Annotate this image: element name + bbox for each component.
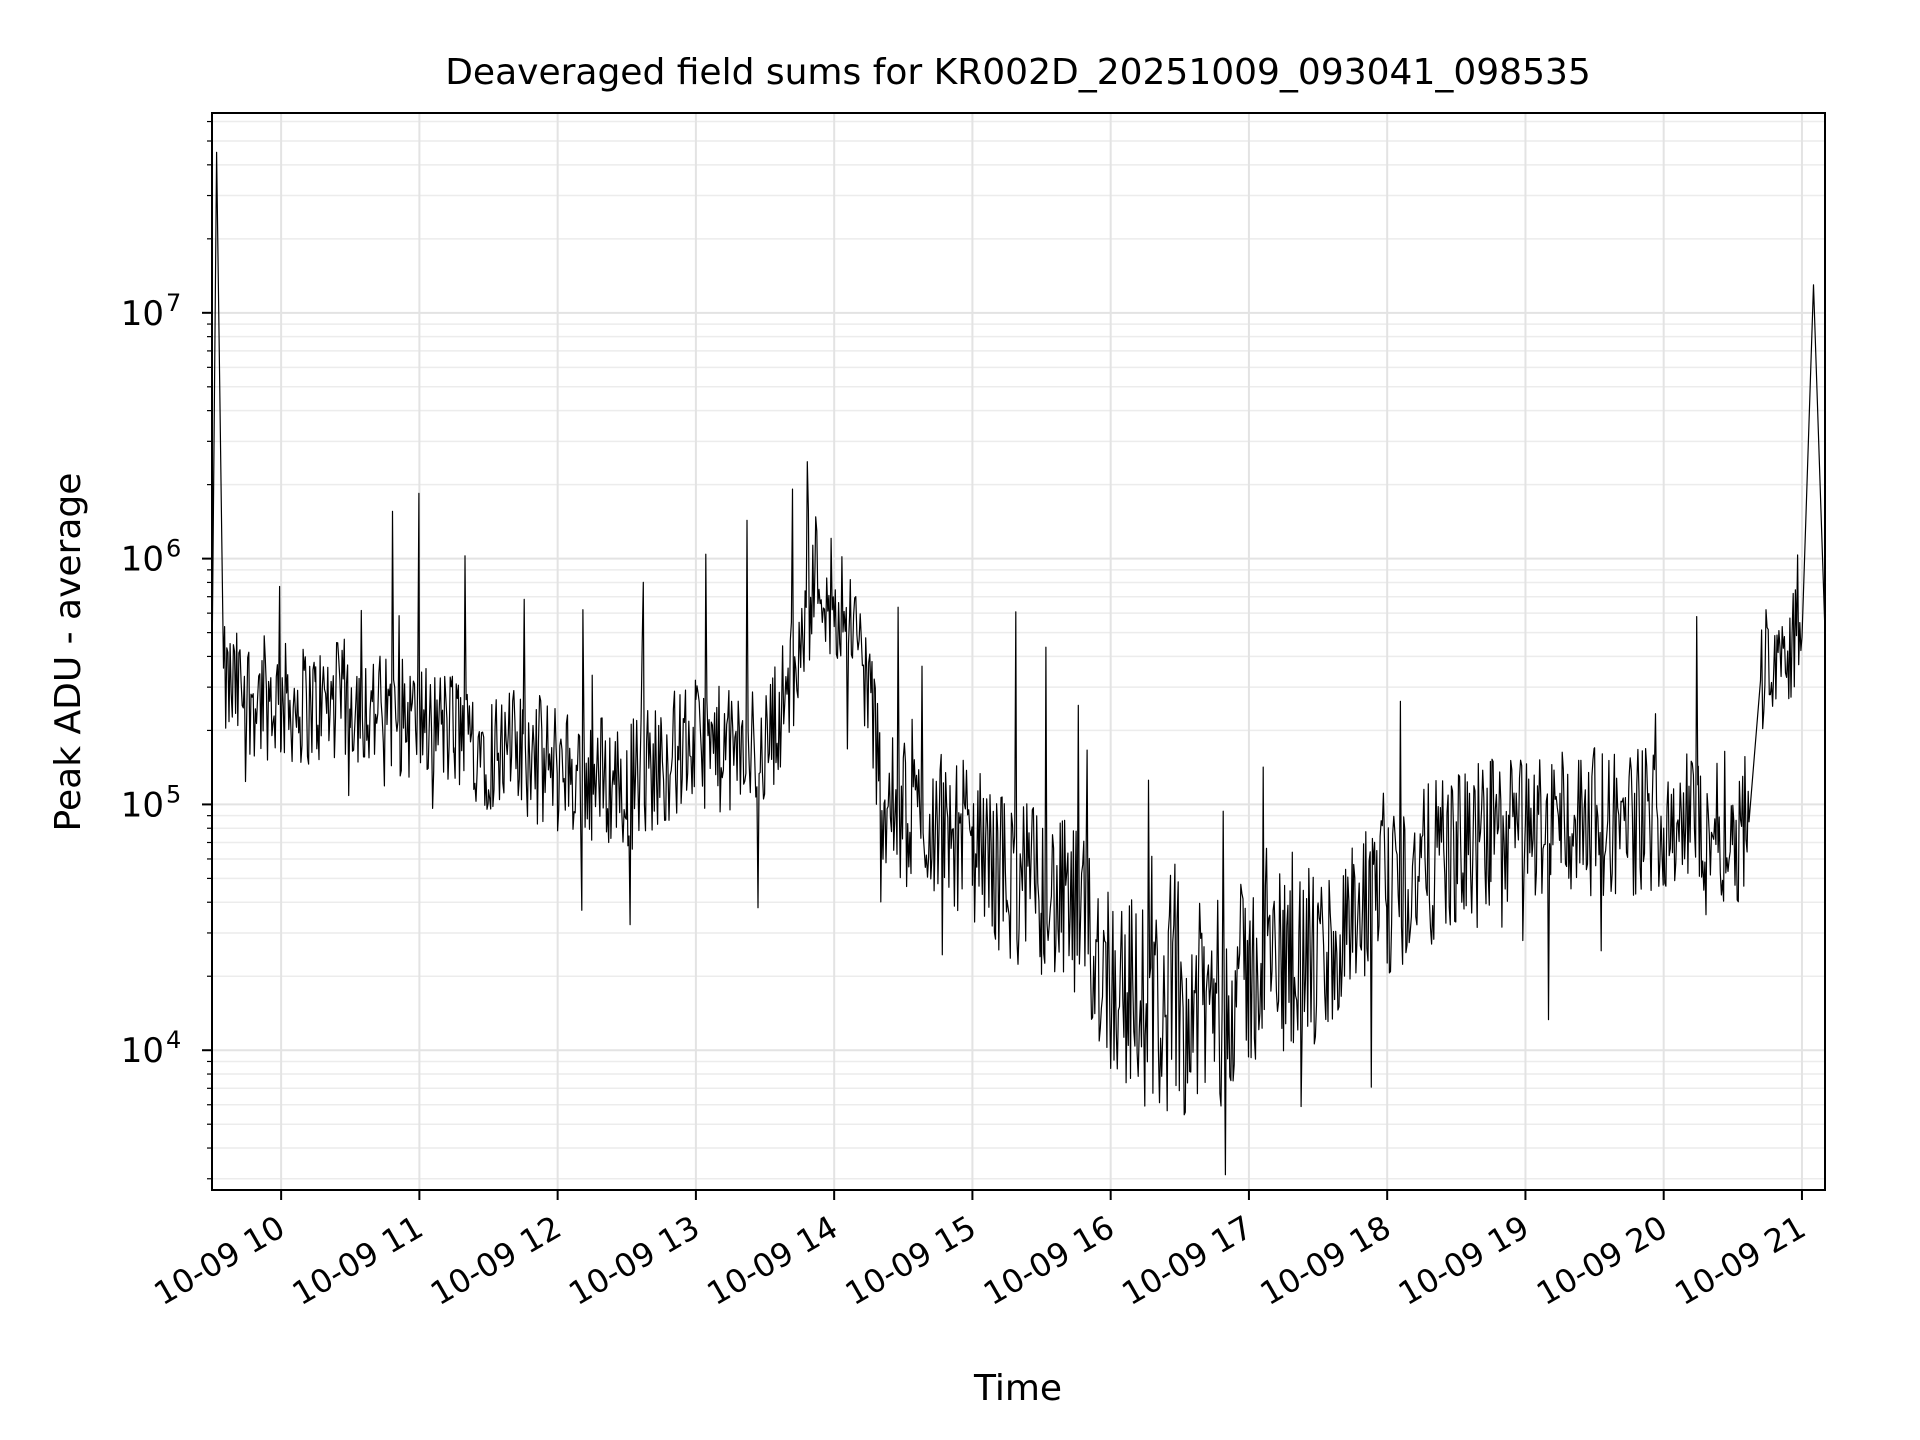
y-tick-label: 10 [121, 540, 164, 580]
y-tick-label-exponent: 7 [166, 289, 181, 317]
y-tick-label-exponent: 5 [166, 780, 181, 808]
major-gridlines [212, 113, 1825, 1190]
y-tick-label: 10 [121, 1031, 164, 1071]
y-tick-label: 10 [121, 785, 164, 825]
y-tick-label: 10 [121, 294, 164, 334]
chart-title: Deaveraged field sums for KR002D_2025100… [445, 52, 1591, 93]
y-tick-label-exponent: 4 [166, 1026, 181, 1054]
y-tick-label-exponent: 6 [166, 535, 181, 563]
series-line [211, 151, 1826, 1176]
series-area [211, 151, 1826, 1176]
x-axis-label: Time [973, 1368, 1062, 1409]
minor-gridlines [212, 120, 1825, 1180]
plot-frame [211, 112, 1826, 1191]
y-axis-label: Peak ADU - average [48, 473, 89, 832]
